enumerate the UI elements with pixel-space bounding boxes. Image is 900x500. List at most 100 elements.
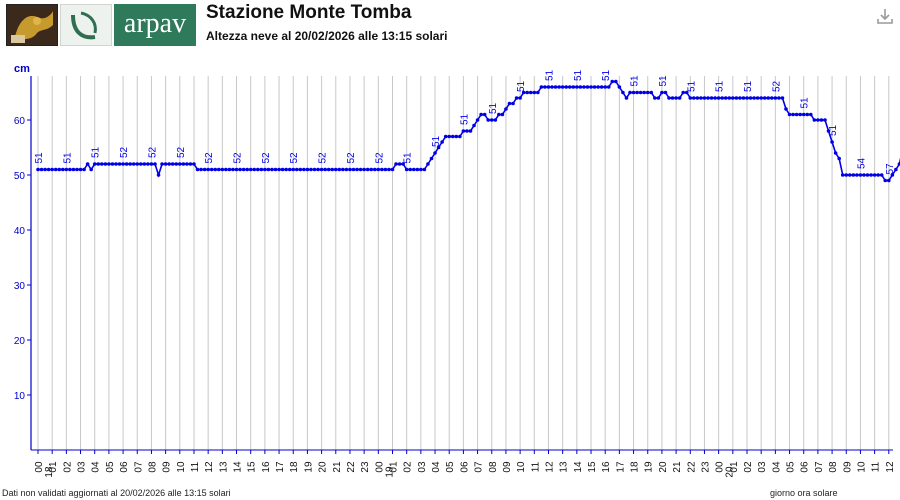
data-point	[294, 167, 299, 172]
x-tick-label: 04	[771, 461, 782, 473]
x-tick-label: 04	[91, 461, 102, 473]
data-point	[333, 167, 338, 172]
data-point	[149, 162, 154, 166]
data-point	[692, 96, 696, 100]
data-label: 51	[800, 97, 811, 109]
data-point	[514, 96, 519, 100]
x-tick-label: 05	[445, 461, 456, 473]
x-tick-label: 16	[261, 461, 272, 473]
x-tick-label: 09	[842, 461, 853, 473]
data-point	[794, 112, 799, 117]
data-point	[85, 162, 90, 166]
data-label: 52	[176, 146, 187, 158]
y-tick-label: 30	[14, 281, 26, 292]
data-point	[862, 173, 866, 177]
data-label: 51	[658, 75, 669, 87]
data-point	[706, 96, 710, 100]
data-point	[46, 167, 51, 172]
data-label: 51	[743, 80, 754, 92]
data-point	[571, 85, 576, 89]
data-point	[752, 96, 756, 100]
data-point	[372, 167, 377, 172]
data-point	[103, 162, 108, 166]
data-point	[107, 162, 111, 166]
data-point	[713, 96, 717, 100]
data-label: 52	[147, 146, 158, 158]
data-point	[89, 167, 93, 172]
x-tick-label: 20	[318, 461, 329, 473]
x-tick-label: 10	[176, 461, 187, 473]
data-point	[114, 162, 118, 166]
data-point	[667, 96, 671, 100]
data-label: 52	[119, 146, 130, 158]
data-point	[270, 167, 274, 172]
data-point	[192, 162, 196, 166]
data-point	[536, 90, 540, 95]
data-point	[621, 90, 625, 95]
data-point	[440, 140, 444, 144]
x-tick-label: 14	[233, 461, 244, 473]
x-tick-label: 01	[389, 461, 400, 473]
data-point	[330, 167, 335, 172]
data-point	[596, 85, 600, 89]
data-point	[348, 167, 352, 172]
x-tick-label: 18	[630, 461, 641, 473]
data-point	[762, 96, 767, 100]
data-point	[840, 173, 845, 177]
arpav-symbol-logo	[60, 4, 112, 46]
data-point	[681, 90, 685, 95]
data-point	[64, 167, 69, 172]
data-point	[649, 90, 654, 95]
x-tick-label: 10	[856, 461, 867, 473]
data-point	[302, 167, 306, 172]
x-tick-label: 09	[502, 461, 513, 473]
data-point	[216, 167, 221, 172]
data-point	[355, 167, 359, 172]
data-label: 51	[601, 69, 612, 81]
data-label: 51	[459, 113, 470, 125]
data-point	[617, 85, 622, 89]
data-point	[897, 162, 900, 166]
data-point	[401, 162, 405, 166]
data-point	[663, 90, 668, 95]
x-tick-label: 00	[34, 461, 45, 473]
data-point	[479, 112, 483, 117]
data-point	[263, 167, 267, 172]
data-point	[160, 162, 164, 166]
data-point	[883, 178, 888, 183]
data-point	[411, 167, 416, 172]
data-point	[472, 123, 476, 128]
x-tick-label: 12	[885, 461, 896, 473]
data-point	[848, 173, 852, 177]
data-point	[146, 162, 150, 166]
data-label: 52	[771, 80, 782, 92]
x-tick-label: 02	[743, 461, 754, 473]
data-label: 51	[686, 80, 697, 92]
download-icon[interactable]	[876, 7, 894, 25]
data-point	[436, 145, 441, 150]
data-label: 52	[289, 152, 300, 164]
data-point	[362, 167, 366, 172]
data-label: 51	[91, 146, 102, 158]
data-point	[812, 118, 817, 122]
data-point	[426, 162, 430, 166]
data-point	[344, 167, 349, 172]
data-point	[798, 112, 802, 117]
data-point	[36, 167, 40, 172]
data-point	[199, 167, 203, 172]
data-point	[482, 112, 487, 117]
data-label: 51	[516, 80, 527, 92]
x-axis-caption: giorno ora solare	[770, 488, 838, 498]
data-point	[603, 85, 607, 89]
data-point	[688, 96, 693, 100]
data-point	[266, 167, 271, 172]
x-tick-label: 08	[828, 461, 839, 473]
x-tick-label: 01	[729, 461, 740, 473]
data-label: 51	[573, 69, 584, 81]
data-point	[447, 134, 452, 139]
data-point	[720, 96, 724, 100]
x-tick-label: 00	[715, 461, 726, 473]
data-point	[486, 118, 491, 122]
data-point	[298, 167, 303, 172]
x-tick-label: 02	[62, 461, 73, 473]
